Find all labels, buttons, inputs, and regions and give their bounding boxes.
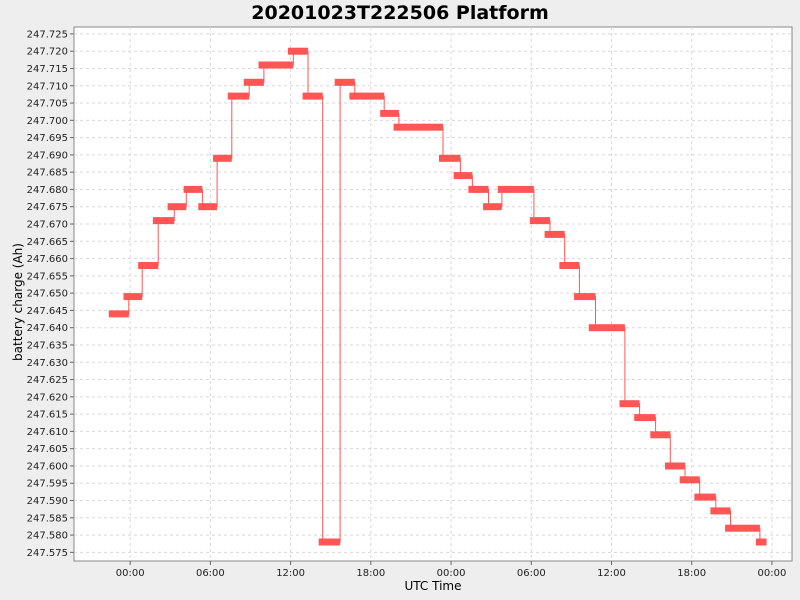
y-tick-label: 247.590: [27, 496, 68, 507]
data-bar: [183, 185, 203, 193]
data-bar: [619, 400, 640, 408]
y-tick-label: 247.710: [27, 81, 68, 92]
data-bar: [258, 61, 294, 69]
x-axis-label: UTC Time: [405, 579, 462, 593]
y-tick-label: 247.680: [27, 185, 68, 196]
y-tick-label: 247.580: [27, 531, 68, 542]
data-bar: [349, 92, 385, 100]
y-tick-label: 247.595: [27, 479, 68, 490]
y-tick-label: 247.705: [27, 99, 68, 110]
y-tick-label: 247.695: [27, 133, 68, 144]
data-bar: [167, 203, 187, 211]
y-axis-ticks: 247.575 247.580 247.585 247.590 247.595 247.6…: [27, 29, 74, 559]
data-bar: [108, 310, 129, 318]
grid: [74, 27, 792, 561]
y-tick-label: 247.605: [27, 444, 68, 455]
data-bar: [213, 154, 232, 162]
x-tick-label: 06:00: [517, 568, 546, 579]
x-axis-ticks: 00:00 06:00 12:00 18:00 00:00 06:00 12:00 18:00…: [116, 561, 787, 579]
chart-title: 20201023T222506 Platform: [251, 2, 549, 24]
y-tick-label: 247.620: [27, 392, 68, 403]
y-tick-label: 247.630: [27, 358, 68, 369]
x-tick-label: 12:00: [597, 568, 626, 579]
data-bar: [138, 262, 159, 269]
y-tick-label: 247.700: [27, 116, 68, 127]
y-tick-label: 247.640: [27, 323, 68, 334]
x-tick-label: 18:00: [677, 568, 706, 579]
y-tick-label: 247.720: [27, 47, 68, 58]
y-tick-label: 247.585: [27, 513, 68, 524]
data-bar: [198, 203, 217, 211]
data-bar: [755, 538, 767, 546]
data-bar: [468, 185, 489, 193]
data-bar: [588, 324, 625, 332]
y-tick-label: 247.600: [27, 461, 68, 472]
data-bar: [318, 538, 341, 546]
y-tick-label: 247.625: [27, 375, 68, 386]
data-bar: [725, 524, 760, 532]
data-bar: [529, 217, 550, 225]
y-tick-label: 247.685: [27, 168, 68, 179]
y-tick-label: 247.645: [27, 306, 68, 317]
data-bar: [679, 476, 700, 484]
data-bar: [483, 203, 502, 211]
data-bar: [380, 109, 399, 117]
data-bar: [439, 154, 461, 162]
data-bar: [544, 230, 565, 238]
data-bar: [559, 262, 580, 269]
y-tick-label: 247.675: [27, 202, 68, 213]
data-bar: [123, 293, 143, 301]
data-bar: [694, 493, 716, 501]
y-tick-label: 247.650: [27, 289, 68, 300]
y-tick-label: 247.610: [27, 427, 68, 438]
data-bar: [574, 293, 596, 301]
y-tick-label: 247.575: [27, 548, 68, 559]
data-bar: [665, 462, 686, 470]
data-bar: [453, 172, 473, 180]
plot-area: [73, 26, 793, 562]
data-bar: [152, 217, 175, 225]
y-tick-label: 247.665: [27, 237, 68, 248]
y-tick-label: 247.660: [27, 254, 68, 265]
y-tick-label: 247.615: [27, 410, 68, 421]
x-tick-label: 06:00: [196, 568, 225, 579]
data-bar: [634, 414, 656, 422]
data-bar: [227, 92, 250, 100]
y-tick-label: 247.715: [27, 64, 68, 75]
data-bar: [334, 78, 355, 86]
data-bar: [710, 507, 731, 515]
x-tick-label: 00:00: [437, 568, 466, 579]
x-tick-label: 00:00: [758, 568, 787, 579]
data-bar: [302, 92, 323, 100]
y-tick-label: 247.690: [27, 150, 68, 161]
data-bar: [287, 47, 308, 55]
data-bar: [497, 185, 534, 193]
data-bar: [393, 123, 444, 131]
y-tick-label: 247.725: [27, 29, 68, 40]
y-tick-label: 247.655: [27, 271, 68, 282]
x-tick-label: 00:00: [116, 568, 145, 579]
x-tick-label: 12:00: [276, 568, 305, 579]
series-battery-charge: [108, 47, 767, 546]
y-tick-label: 247.670: [27, 220, 68, 231]
data-bar: [650, 431, 671, 439]
x-tick-label: 18:00: [356, 568, 385, 579]
y-axis-label: battery charge (Ah): [11, 243, 25, 361]
y-tick-label: 247.635: [27, 340, 68, 351]
data-bar: [243, 78, 264, 86]
